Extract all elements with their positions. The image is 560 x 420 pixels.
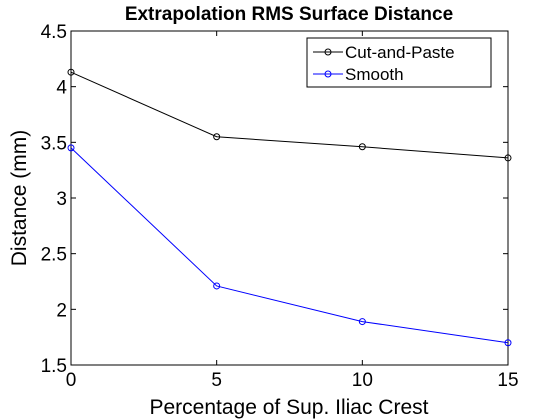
y-tick-label: 3.5 [41,133,67,154]
data-point [358,143,366,151]
chart-title: Extrapolation RMS Surface Distance [125,4,453,25]
x-tick-label: 5 [211,370,222,391]
y-tick-label: 4.5 [41,22,67,43]
x-axis-label: Percentage of Sup. Iliac Crest [150,396,429,419]
axis-ticks: 0 5 10 15 1.5 2 2.5 3 3.5 4 4.5 [41,22,519,391]
y-tick-label: 4 [56,78,67,99]
data-point [67,144,75,152]
series-cut-and-paste [67,68,512,162]
series-line [70,71,509,159]
legend-label: Smooth [345,65,404,84]
series-smooth [67,144,512,347]
data-point [504,154,512,162]
data-point [504,339,512,347]
y-axis-label: Distance (mm) [8,130,31,267]
y-tick-label: 3 [56,189,67,210]
data-point [213,133,221,141]
legend-entry: Smooth [313,65,404,84]
series-line [70,147,509,344]
y-tick-label: 2.5 [41,245,67,266]
x-tick-label: 10 [352,370,373,391]
x-tick-label: 0 [66,370,77,391]
data-point [67,68,75,76]
legend-box [306,37,492,88]
legend-label: Cut-and-Paste [345,43,455,62]
data-point [213,282,221,290]
series-layer [67,68,512,347]
x-tick-label: 15 [497,370,518,391]
y-tick-label: 1.5 [41,356,67,377]
y-tick-label: 2 [56,300,67,321]
legend-swatch-marker [324,70,332,78]
legend: Cut-and-Paste Smooth [306,37,492,88]
legend-entry: Cut-and-Paste [313,43,455,62]
legend-swatch-marker [324,48,332,56]
data-point [358,318,366,326]
